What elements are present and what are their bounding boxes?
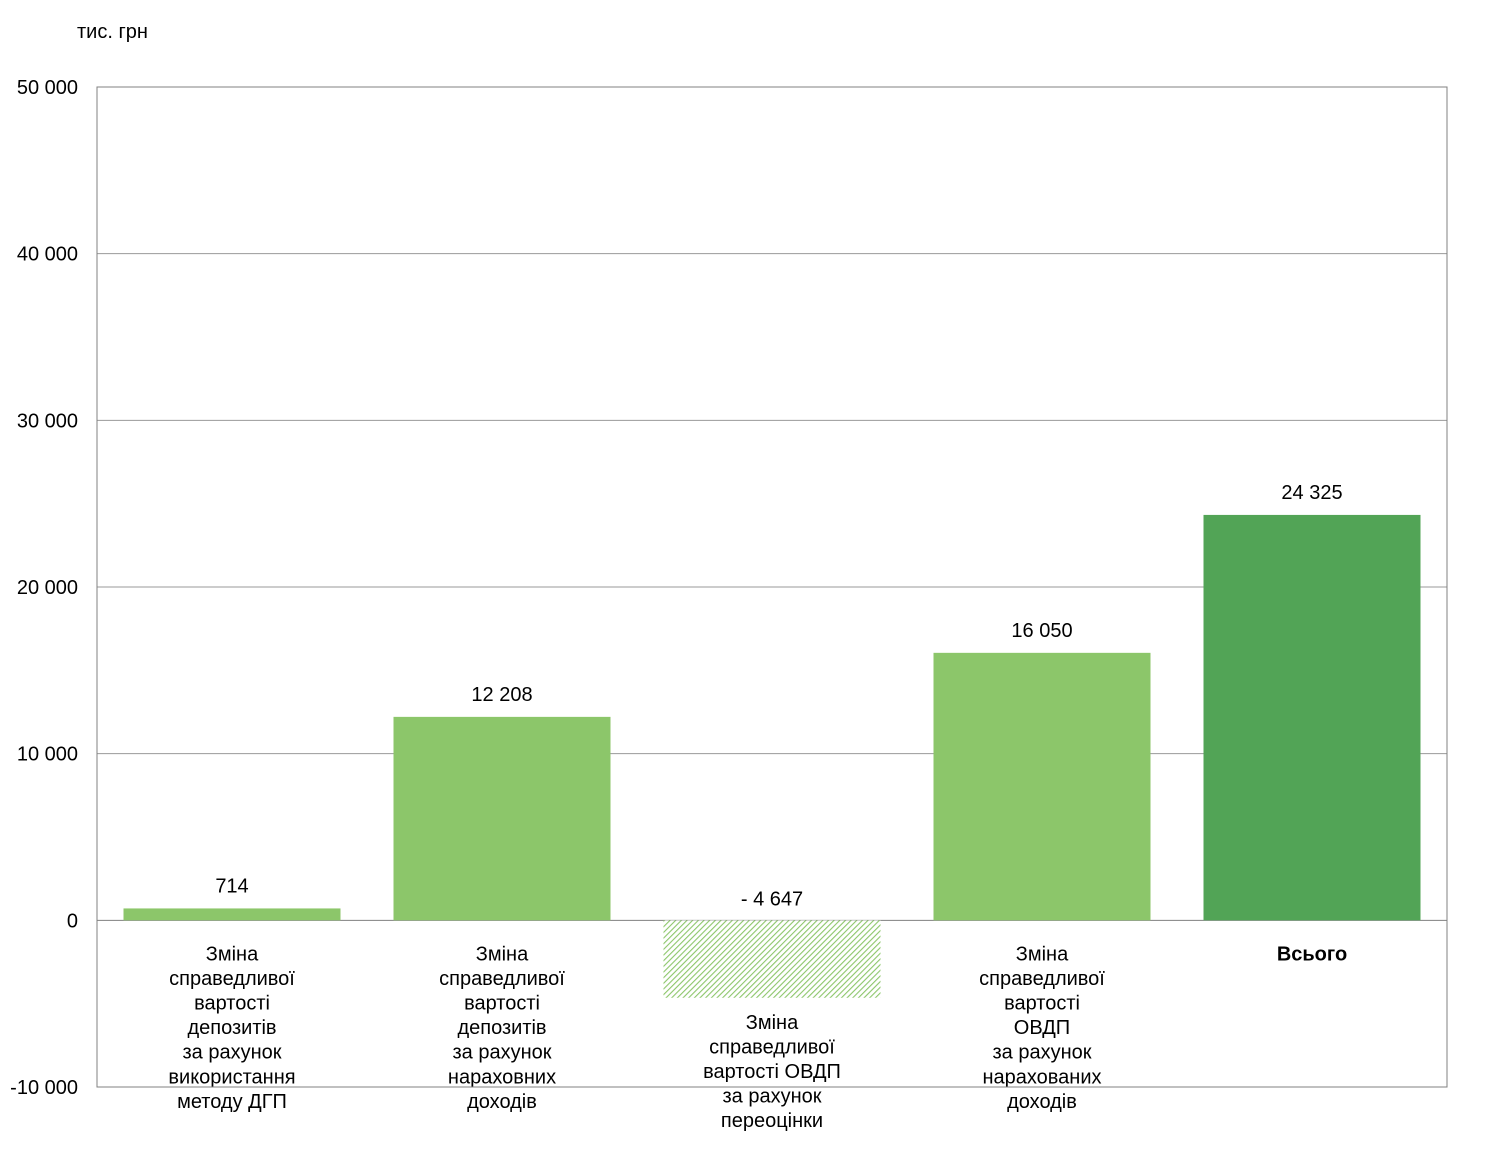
data-labels: 714 12 208 - 4 647 16 050 24 325	[215, 482, 1342, 910]
bar	[1203, 514, 1421, 921]
category-label: Зміна справедливої вартості депозитів за рах…	[439, 943, 565, 1113]
data-label: 12 208	[471, 684, 532, 706]
category-label: Всього	[1277, 943, 1347, 965]
bars	[123, 514, 1421, 998]
y-axis-unit-label: тис. грн	[77, 21, 148, 43]
data-label: 16 050	[1011, 620, 1072, 642]
category-label: Зміна справедливої вартості ОВДП за рахунок н…	[979, 943, 1105, 1113]
y-tick-label: 50 000	[17, 77, 78, 99]
bar	[123, 908, 341, 921]
y-axis-ticks: 50 000 40 000 30 000 20 000 10 000 0 -10 000	[10, 77, 78, 1099]
category-label: Зміна справедливої вартості ОВДП за рахунок…	[703, 1012, 841, 1132]
y-tick-label: -10 000	[10, 1077, 78, 1099]
plot-area-border	[96, 86, 1448, 1088]
bar	[663, 920, 881, 998]
y-tick-label: 40 000	[17, 244, 78, 266]
bar	[933, 652, 1151, 921]
data-label: 24 325	[1281, 482, 1342, 504]
category-label: Зміна справедливої вартості депозитів за рах…	[168, 943, 295, 1113]
data-label: 714	[215, 875, 248, 897]
y-tick-label: 20 000	[17, 577, 78, 599]
y-tick-label: 10 000	[17, 744, 78, 766]
y-tick-label: 0	[67, 910, 78, 932]
data-label: - 4 647	[741, 888, 803, 910]
y-tick-label: 30 000	[17, 410, 78, 432]
bar	[393, 716, 611, 921]
category-labels: Зміна справедливої вартості депозитів за рах…	[168, 943, 1347, 1132]
